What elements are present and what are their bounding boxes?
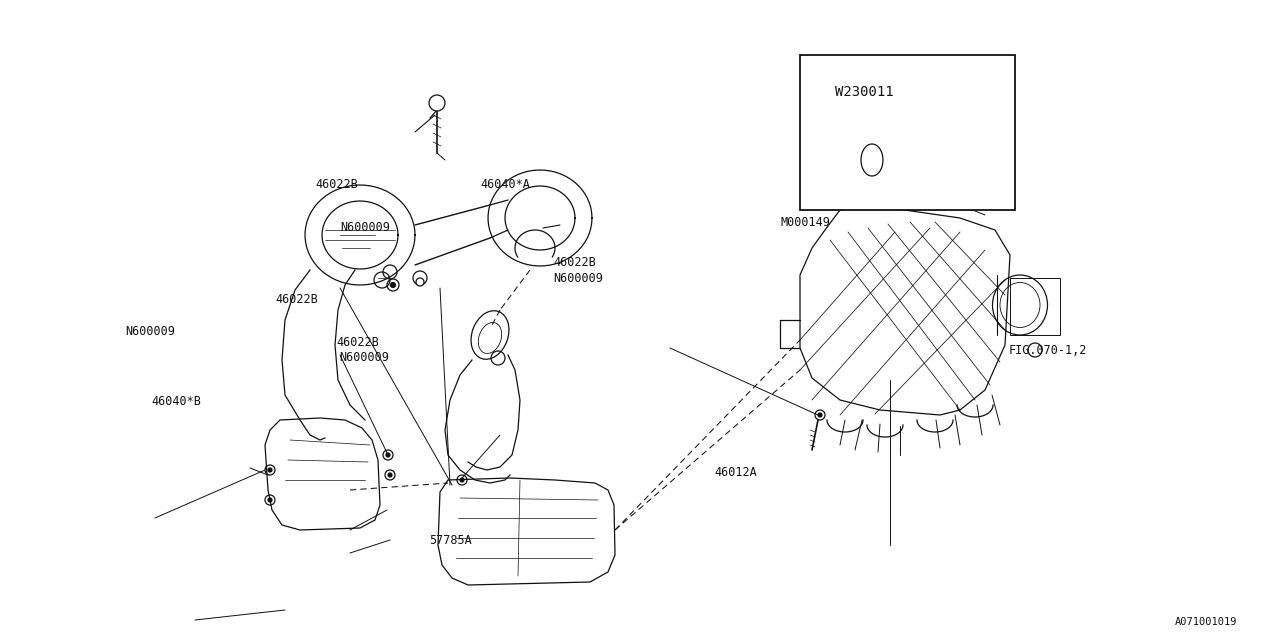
Text: 46022B: 46022B xyxy=(553,256,595,269)
Text: M000149: M000149 xyxy=(781,216,831,229)
Text: N600009: N600009 xyxy=(553,272,603,285)
Circle shape xyxy=(390,282,396,287)
Text: N600009: N600009 xyxy=(340,221,390,234)
Text: 46012A: 46012A xyxy=(714,466,756,479)
Circle shape xyxy=(416,278,424,286)
Bar xyxy=(800,55,1015,210)
Circle shape xyxy=(268,498,273,502)
Text: FIG.070-1,2: FIG.070-1,2 xyxy=(1009,344,1087,357)
Text: W230011: W230011 xyxy=(835,85,893,99)
Text: 46022B: 46022B xyxy=(315,178,357,191)
Text: A071001019: A071001019 xyxy=(1175,617,1238,627)
Circle shape xyxy=(388,473,392,477)
Circle shape xyxy=(818,413,822,417)
Text: N600009: N600009 xyxy=(339,351,389,364)
Text: 46040*B: 46040*B xyxy=(151,396,201,408)
Text: 46022B: 46022B xyxy=(337,336,379,349)
Text: 46040*A: 46040*A xyxy=(480,178,530,191)
Circle shape xyxy=(460,478,465,482)
Circle shape xyxy=(387,453,390,457)
Text: N600009: N600009 xyxy=(125,325,175,338)
Text: 46022B: 46022B xyxy=(275,293,317,306)
Circle shape xyxy=(429,95,445,111)
Circle shape xyxy=(268,468,273,472)
Text: 57785A: 57785A xyxy=(429,534,471,547)
